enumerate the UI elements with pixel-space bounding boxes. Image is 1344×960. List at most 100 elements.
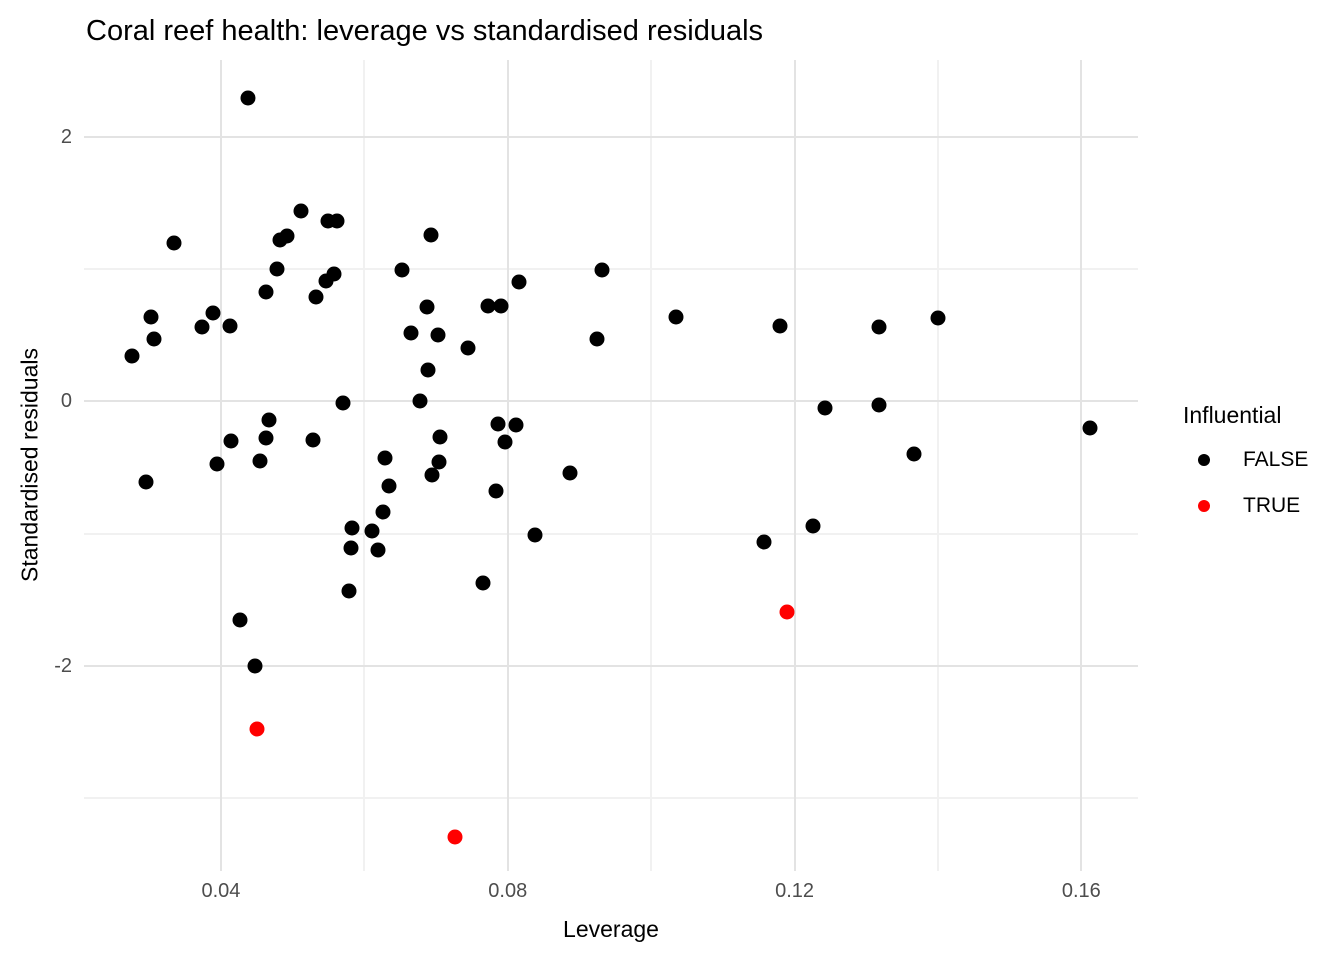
data-point-false <box>930 310 946 326</box>
data-point-false <box>209 456 225 471</box>
chart-title: Coral reef health: leverage vs standardi… <box>86 15 764 47</box>
data-point-false <box>1082 420 1098 436</box>
data-point-true <box>249 721 265 737</box>
legend-entry-true: TRUE <box>1183 483 1308 529</box>
data-point-false <box>480 298 496 314</box>
data-point-false <box>488 483 504 499</box>
legend-entry-label: FALSE <box>1243 448 1309 471</box>
gridline-x-minor <box>936 60 939 871</box>
data-point-false <box>424 467 440 483</box>
data-point-false <box>143 309 159 325</box>
data-point-false <box>223 433 239 449</box>
data-point-false <box>906 446 922 462</box>
data-point-false <box>232 612 248 628</box>
gridline-x-major <box>506 60 509 871</box>
data-point-false <box>343 540 359 556</box>
legend-dot-icon <box>1198 500 1210 512</box>
data-point-false <box>527 527 543 543</box>
x-tick-label: 0.08 <box>488 880 528 902</box>
data-point-false <box>341 583 357 599</box>
data-point-false <box>377 450 393 466</box>
data-point-false <box>247 658 263 674</box>
legend-title: Influential <box>1183 402 1282 428</box>
data-point-false <box>258 284 274 300</box>
data-point-false <box>420 362 436 378</box>
data-point-false <box>432 429 448 445</box>
legend: Influential FALSE TRUE <box>1183 402 1308 529</box>
data-point-false <box>326 266 342 282</box>
y-tick-label: 0 <box>60 390 72 413</box>
data-point-false <box>194 319 210 335</box>
data-point-false <box>269 261 285 277</box>
plot-panel <box>84 60 1138 871</box>
data-point-false <box>668 309 684 325</box>
x-axis-title: Leverage <box>563 916 659 942</box>
data-point-false <box>293 203 309 219</box>
data-point-false <box>261 412 277 428</box>
data-point-false <box>508 417 524 433</box>
data-point-false <box>308 289 324 305</box>
data-point-false <box>146 331 162 347</box>
data-point-false <box>240 90 256 106</box>
y-tick-label: -2 <box>54 654 72 677</box>
legend-dot-icon <box>1198 454 1210 466</box>
gridline-x-minor <box>363 60 366 871</box>
data-point-false <box>279 228 295 244</box>
data-point-false <box>562 465 578 481</box>
data-point-false <box>430 327 446 343</box>
gridline-x-major <box>1080 60 1083 871</box>
gridline-y-major <box>84 400 1138 403</box>
data-point-false <box>138 474 154 490</box>
data-point-false <box>364 523 380 539</box>
data-point-false <box>490 416 506 432</box>
data-point-false <box>370 542 386 557</box>
y-axis-title: Standardised residuals <box>16 348 43 582</box>
gridline-y-minor <box>84 268 1138 271</box>
data-point-false <box>419 299 435 315</box>
data-point-false <box>403 325 419 341</box>
data-point-false <box>124 348 140 364</box>
data-point-false <box>589 331 605 347</box>
data-point-false <box>375 504 391 520</box>
legend-key <box>1183 500 1225 512</box>
x-tick-label: 0.12 <box>775 880 815 902</box>
data-point-false <box>394 262 410 278</box>
gridline-y-minor <box>84 797 1138 800</box>
legend-key <box>1183 454 1225 466</box>
data-point-false <box>205 305 221 321</box>
x-tick-label: 0.16 <box>1061 880 1101 902</box>
x-tick-label: 0.04 <box>201 880 241 902</box>
data-point-false <box>805 518 821 534</box>
data-point-false <box>817 400 833 416</box>
gridline-y-major <box>84 664 1138 667</box>
data-point-false <box>252 453 268 469</box>
legend-entry-label: TRUE <box>1243 494 1301 517</box>
data-point-false <box>166 235 182 251</box>
data-point-false <box>871 397 887 413</box>
data-point-false <box>258 430 274 446</box>
y-tick-label: 2 <box>60 125 72 148</box>
data-point-false <box>431 454 447 470</box>
gridline-y-minor <box>84 532 1138 535</box>
data-point-false <box>423 227 439 243</box>
data-point-false <box>493 298 509 314</box>
data-point-false <box>460 340 476 356</box>
data-point-false <box>329 213 345 229</box>
data-point-true <box>447 829 463 845</box>
legend-rows: FALSE TRUE <box>1183 437 1308 529</box>
data-point-false <box>756 534 772 550</box>
data-point-false <box>497 434 513 450</box>
data-point-true <box>779 604 795 620</box>
data-point-false <box>871 319 887 335</box>
legend-entry-false: FALSE <box>1183 437 1308 483</box>
data-point-false <box>412 393 428 409</box>
data-point-false <box>335 395 351 411</box>
data-point-false <box>222 318 238 334</box>
gridline-x-major <box>793 60 796 871</box>
data-point-false <box>344 520 360 536</box>
data-point-false <box>381 478 397 494</box>
gridline-x-minor <box>650 60 653 871</box>
data-point-false <box>511 274 527 290</box>
data-point-false <box>594 262 610 278</box>
